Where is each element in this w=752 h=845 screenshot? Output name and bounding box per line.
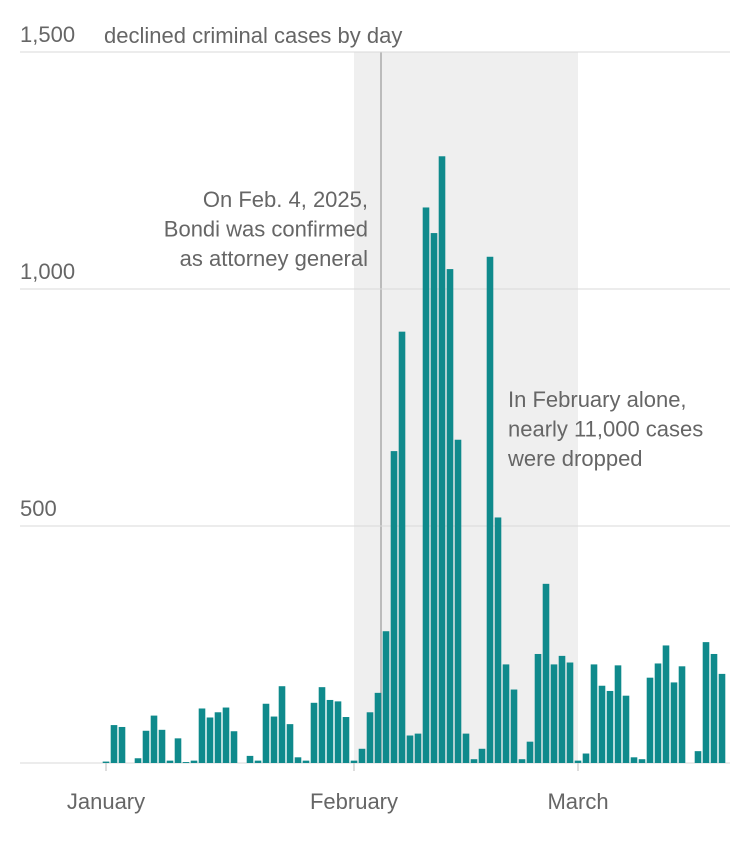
bar [390,451,398,763]
bar [710,653,718,763]
bar [454,439,462,763]
bar [350,760,358,763]
bar [670,682,678,763]
bar [222,707,230,763]
y-tick-label: 500 [20,496,57,521]
bar [590,664,598,763]
annotation-line: On Feb. 4, 2025, [203,187,368,212]
x-tick-label: March [547,789,608,814]
bar [614,665,622,763]
bar [678,666,686,763]
bar [518,759,526,763]
bar [422,207,430,764]
bar [574,760,582,763]
chart-title: declined criminal cases by day [104,23,402,48]
bar [110,725,118,763]
bar [542,583,550,763]
bar [262,703,270,763]
bar [534,653,542,763]
bar [214,712,222,763]
bar [566,662,574,763]
bar [462,733,470,763]
bar [310,702,318,763]
annotation-line: In February alone, [508,387,687,412]
bar [382,631,390,763]
bar [694,751,702,763]
bar [718,673,726,763]
y-tick-label: 1,500 [20,22,75,47]
bar [142,730,150,763]
bar [510,689,518,763]
bar [198,708,206,763]
bar [150,715,158,763]
bar [478,748,486,763]
bar [438,156,446,763]
annotation-line: as attorney general [180,246,368,271]
bar [550,664,558,763]
bar [246,755,254,763]
bar [302,760,310,763]
bar [190,760,198,763]
annotations: On Feb. 4, 2025, Bondi was confirmed as at… [164,187,704,471]
bar [446,269,454,763]
bars [102,156,726,764]
bar [622,695,630,763]
x-tick-label: February [310,789,398,814]
bar [630,757,638,763]
bar [174,738,182,763]
bar [470,759,478,763]
bar [494,517,502,763]
bar [230,731,238,763]
bar [318,687,326,763]
bar [118,726,126,763]
bar [502,664,510,763]
bar [374,692,382,763]
bar [646,677,654,763]
bar [334,701,342,763]
bar [398,331,406,763]
bar [294,757,302,763]
bar [102,761,110,763]
bar [558,655,566,763]
bar [654,663,662,763]
bar [486,256,494,763]
y-tick-label: 1,000 [20,259,75,284]
bar [662,645,670,763]
bar [702,642,710,763]
bar [414,733,422,763]
annotation-line: nearly 11,000 cases [508,417,703,442]
bar [326,699,334,763]
bar [406,735,414,763]
bar [638,759,646,763]
bar [598,685,606,763]
annotation-line: Bondi was confirmed [164,217,368,242]
bar [270,716,278,763]
bar [286,724,294,763]
bar [366,712,374,763]
annotation-line: were dropped [507,446,643,471]
bar [606,690,614,763]
bar [342,717,350,763]
bar [158,729,166,763]
bar [358,748,366,763]
bar [278,686,286,763]
bar [430,233,438,763]
x-tick-label: January [67,789,145,814]
bar [206,717,214,763]
bar [166,760,174,763]
bar [582,753,590,763]
bar [526,741,534,763]
bar [134,758,142,763]
bar [182,762,190,763]
bar [254,760,262,763]
